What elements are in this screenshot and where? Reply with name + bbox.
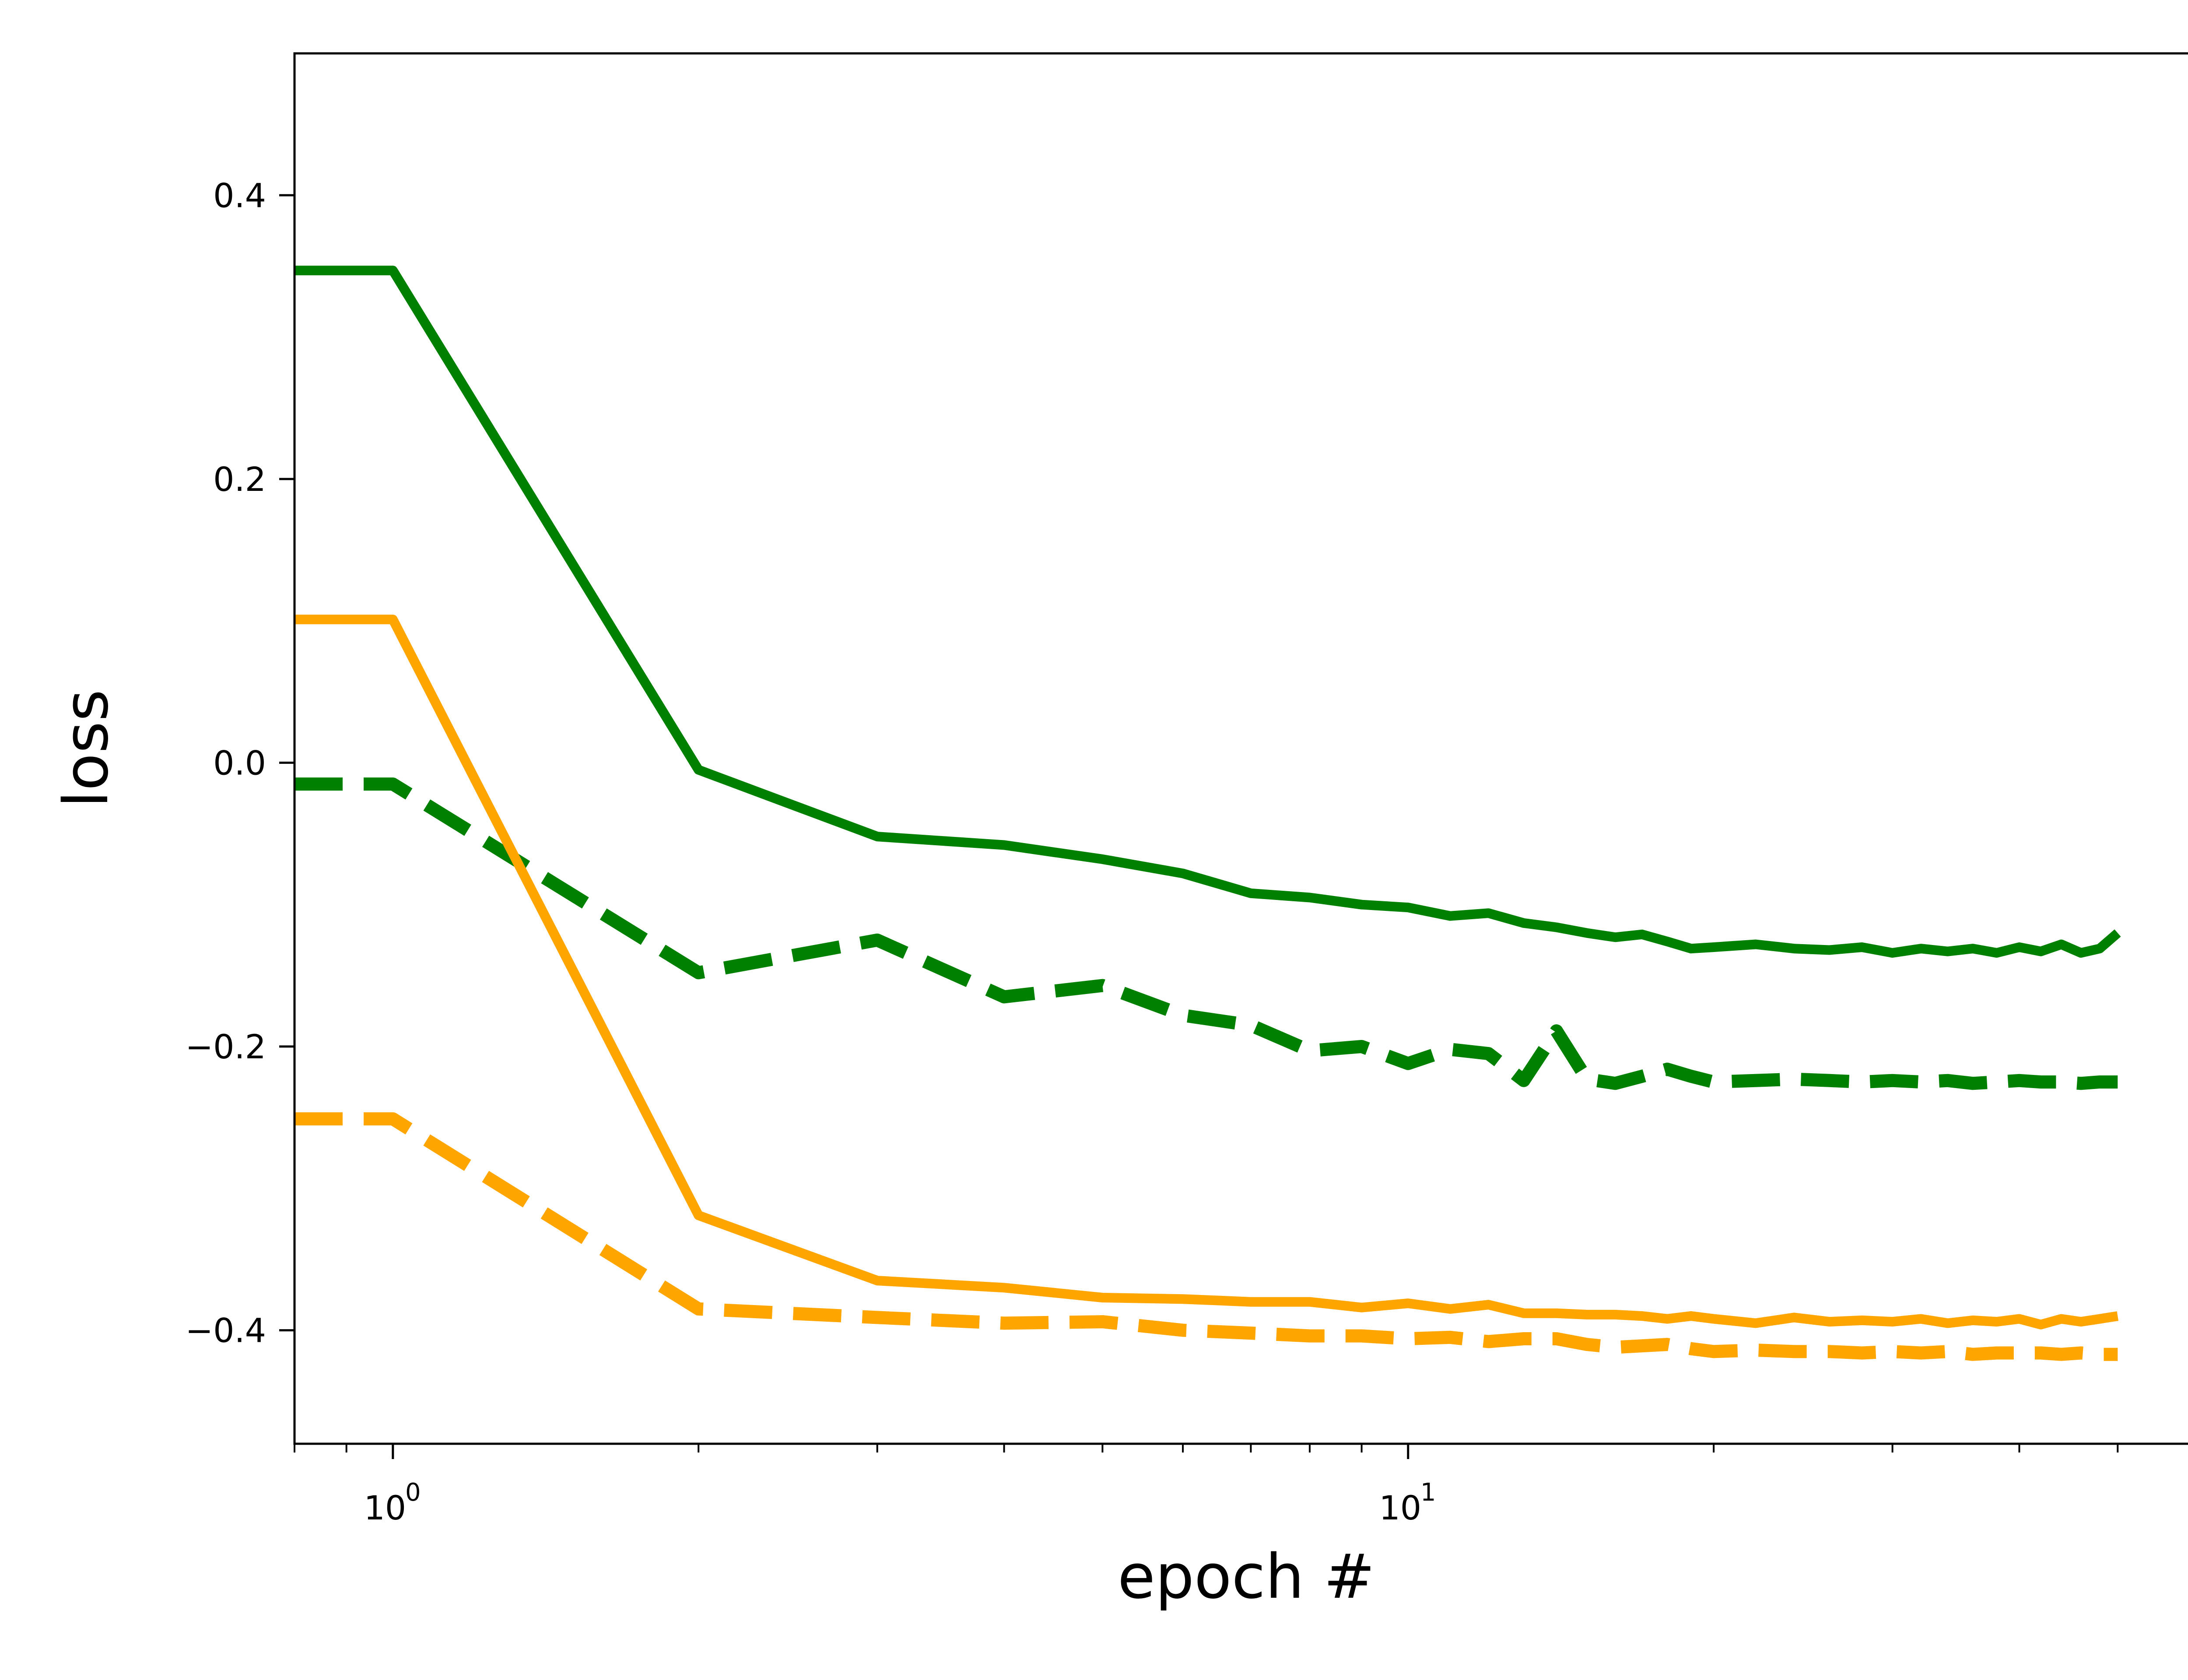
x-tick-label-2: 10 xyxy=(1379,1488,1421,1527)
series-layer xyxy=(295,266,2121,1361)
y-tick-label-3: 0.0 xyxy=(213,743,266,782)
plot-frame xyxy=(293,52,2188,1445)
x-tick-exponent-1: 0 xyxy=(405,1478,421,1507)
y-tick-label-4: −0.2 xyxy=(185,1027,266,1066)
series-line-1-solid xyxy=(295,266,2121,958)
x-major-ticks: 100 101 xyxy=(364,1444,1436,1527)
x-axis-label: epoch # xyxy=(1118,1541,1375,1613)
series-line-4-dashed xyxy=(295,1112,2118,1361)
series-line-3-solid xyxy=(295,614,2119,1330)
x-tick-exponent-2: 1 xyxy=(1420,1478,1436,1507)
x-minor-ticks xyxy=(294,1444,2119,1452)
y-tick-label-5: −0.4 xyxy=(185,1311,266,1350)
y-ticks: 0.4 0.2 0.0 −0.2 −0.4 xyxy=(185,176,295,1350)
x-tick-label-1: 10 xyxy=(364,1488,406,1527)
y-tick-label-2: 0.2 xyxy=(213,460,266,499)
y-axis-label: loss xyxy=(51,690,122,808)
y-tick-label-1: 0.4 xyxy=(213,176,266,215)
